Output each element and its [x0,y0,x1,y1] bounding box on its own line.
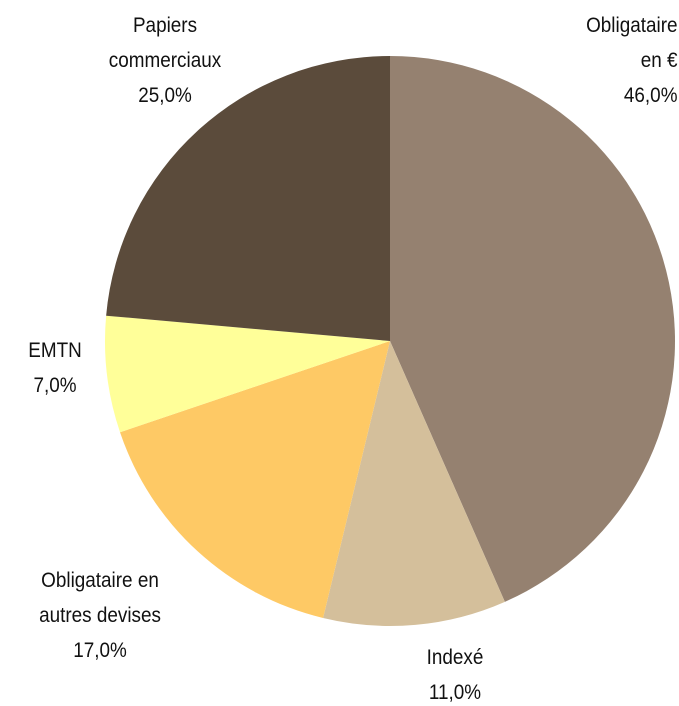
category-name: Obligataire en autres devises [39,569,161,627]
slice-label: EMTN 7,0% [6,333,105,403]
category-name: EMTN [28,339,82,362]
value-label: 46,0% [623,84,678,107]
value-label: 11,0% [428,681,482,704]
value-label: 17,0% [73,639,127,662]
slice-label: Indexé 11,0% [388,640,523,706]
slice-label: Obligataire en € 46,0% [543,8,678,113]
pie-slice [106,56,390,341]
category-name: Papiers commerciaux [108,14,222,72]
pie-slice [323,341,505,627]
value-label: 7,0% [33,374,77,397]
pie-slice [390,56,675,602]
slice-label: Obligataire en autres devises 17,0% [15,563,186,668]
slice-label: Papiers commerciaux 25,0% [89,8,242,113]
pie-slice [120,341,390,619]
pie-slice [105,315,390,433]
value-label: 25,0% [138,84,192,107]
category-name: Indexé [426,646,484,669]
category-name: Obligataire en € [586,14,678,72]
